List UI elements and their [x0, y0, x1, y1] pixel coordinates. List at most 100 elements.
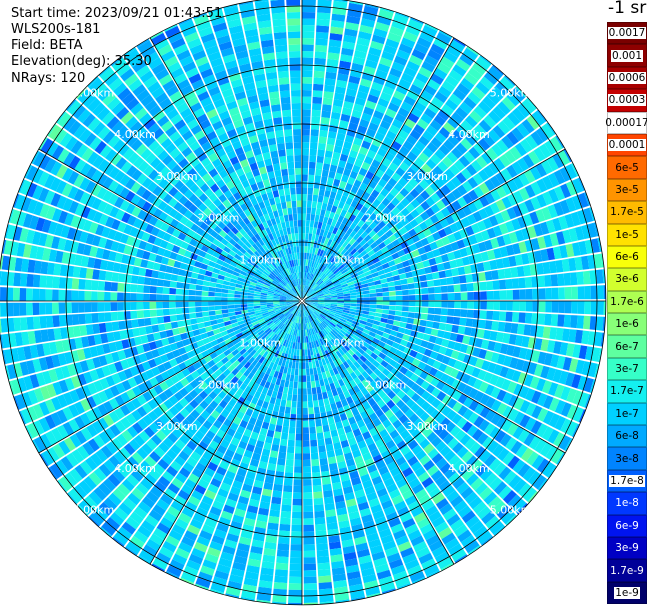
- ppi-cell: [500, 168, 513, 182]
- ppi-cell: [473, 378, 483, 390]
- ppi-cell: [216, 564, 231, 574]
- ppi-cell: [378, 163, 388, 173]
- ppi-cell: [419, 411, 430, 422]
- ppi-cell: [405, 203, 415, 213]
- ppi-cell: [303, 310, 306, 317]
- ppi-cell: [505, 244, 515, 256]
- ppi-cell: [353, 179, 362, 188]
- ppi-cell: [451, 200, 462, 211]
- ppi-cell: [400, 445, 411, 456]
- ppi-cell: [438, 85, 452, 98]
- ppi-cell: [289, 374, 295, 382]
- ppi-cell: [337, 73, 349, 82]
- ppi-cell: [246, 248, 254, 256]
- ppi-cell: [324, 268, 330, 275]
- ppi-cell: [359, 118, 370, 128]
- ppi-cell: [197, 322, 205, 329]
- ppi-cell: [137, 209, 147, 220]
- ppi-cell: [309, 273, 313, 280]
- ppi-cell: [368, 122, 379, 132]
- ppi-cell: [268, 423, 276, 432]
- ppi-cell: [189, 379, 199, 389]
- ppi-cell: [284, 326, 289, 333]
- ppi-cell: [153, 418, 165, 430]
- ppi-cell: [194, 583, 209, 590]
- ppi-cell: [455, 220, 465, 231]
- ppi-cell: [82, 442, 95, 456]
- ppi-cell: [235, 549, 249, 559]
- ppi-cell: [358, 84, 370, 94]
- ppi-cell: [268, 322, 275, 328]
- ppi-cell: [185, 219, 194, 229]
- ppi-cell: [356, 90, 368, 100]
- ppi-cell: [305, 226, 310, 234]
- ppi-cell: [355, 267, 363, 273]
- ppi-cell: [507, 112, 521, 126]
- ppi-cell: [461, 510, 476, 524]
- ppi-cell: [202, 285, 210, 292]
- ppi-cell: [376, 193, 385, 203]
- ppi-cell: [391, 207, 401, 216]
- ppi-cell: [256, 314, 263, 319]
- ppi-cell: [308, 308, 313, 314]
- ppi-cell: [267, 265, 274, 272]
- ppi-cell: [103, 401, 114, 413]
- ppi-cell: [334, 283, 342, 289]
- ppi-cell: [266, 329, 273, 336]
- ppi-cell: [408, 178, 419, 188]
- ppi-cell: [343, 344, 351, 352]
- ppi-cell: [430, 264, 439, 273]
- ppi-cell: [351, 596, 366, 601]
- ppi-cell: [321, 274, 327, 281]
- ppi-cell: [545, 445, 558, 461]
- ppi-cell: [311, 296, 318, 299]
- ppi-cell: [323, 431, 331, 439]
- ppi-cell: [501, 510, 516, 525]
- ppi-cell: [373, 348, 381, 356]
- ppi-cell: [302, 233, 306, 240]
- ppi-cell: [136, 293, 144, 301]
- ppi-cell: [302, 226, 306, 234]
- ppi-cell: [304, 342, 308, 350]
- ppi-cell: [119, 174, 131, 187]
- ppi-cell: [324, 252, 330, 259]
- ppi-cell: [302, 57, 314, 65]
- ppi-cell: [488, 458, 502, 472]
- ppi-cell: [314, 310, 321, 315]
- ppi-cell: [419, 274, 427, 282]
- ppi-cell: [411, 48, 426, 61]
- ppi-cell: [91, 420, 104, 434]
- ppi-cell: [344, 134, 355, 144]
- ppi-cell: [350, 443, 359, 452]
- ppi-cell: [407, 283, 415, 290]
- ppi-cell: [471, 61, 487, 76]
- ppi-cell: [376, 265, 384, 272]
- ppi-cell: [209, 506, 222, 517]
- ppi-cell: [446, 203, 456, 215]
- ppi-cell: [478, 100, 492, 114]
- ppi-cell: [373, 75, 386, 86]
- ppi-cell: [372, 360, 381, 368]
- ppi-cell: [431, 96, 444, 109]
- ppi-cell: [270, 271, 277, 278]
- ppi-cell: [375, 288, 383, 293]
- ppi-cell: [224, 360, 233, 369]
- ppi-cell: [336, 323, 343, 330]
- ppi-cell: [445, 180, 457, 192]
- ppi-cell: [422, 259, 431, 268]
- ppi-cell: [313, 334, 318, 341]
- ppi-cell: [307, 288, 312, 294]
- ppi-cell: [383, 355, 392, 364]
- ppi-cell: [420, 90, 434, 102]
- ppi-cell: [134, 125, 147, 138]
- ppi-cell: [306, 213, 311, 221]
- ppi-cell: [430, 153, 442, 165]
- ppi-cell: [262, 313, 270, 319]
- ppi-cell: [363, 580, 379, 590]
- ppi-cell: [529, 166, 542, 181]
- ppi-cell: [179, 408, 190, 418]
- ppi-cell: [302, 200, 307, 208]
- ppi-cell: [413, 225, 423, 234]
- ppi-cell: [387, 381, 396, 390]
- ppi-cell: [326, 177, 334, 185]
